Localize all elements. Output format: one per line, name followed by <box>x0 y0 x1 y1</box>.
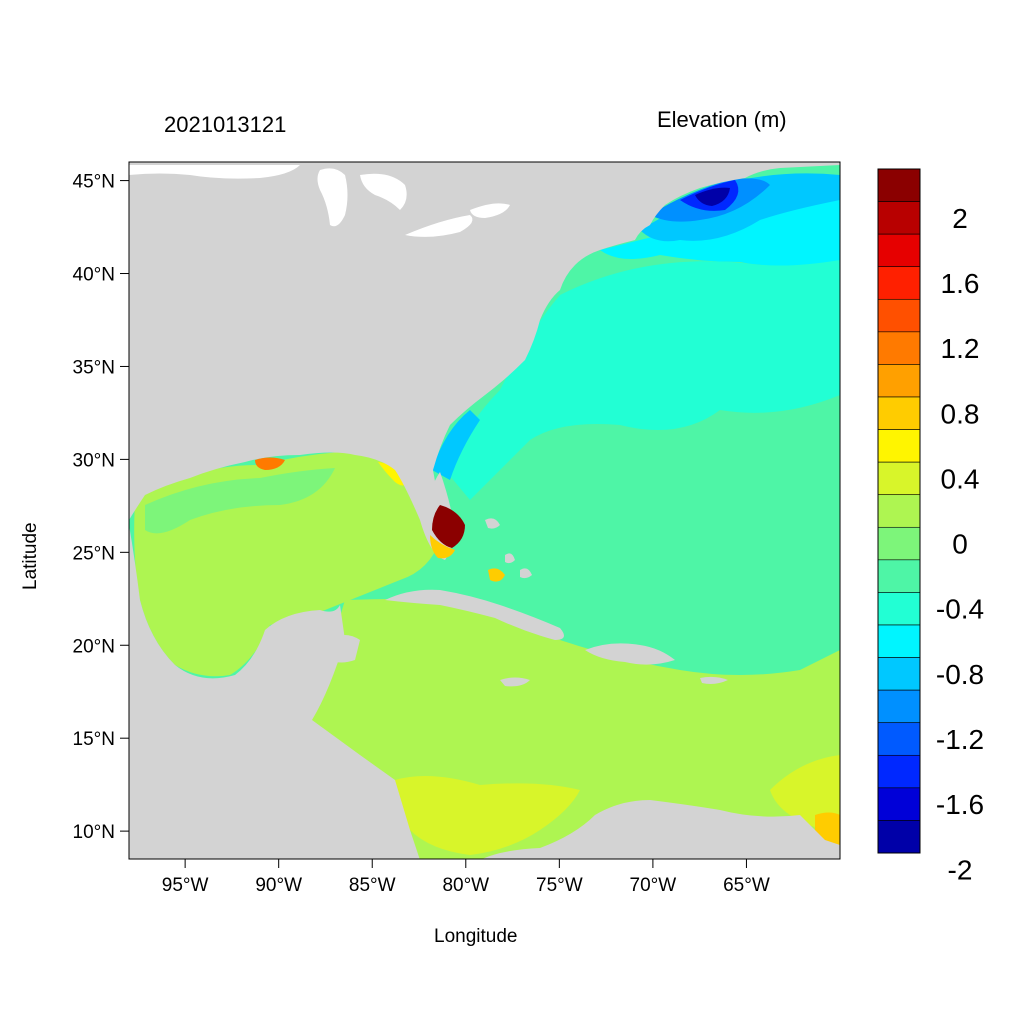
colorbar-swatch <box>877 592 921 626</box>
colorbar-swatch <box>877 298 921 333</box>
x-tick-label: 75°W <box>536 875 583 896</box>
jamaica-land <box>500 677 530 687</box>
colorbar-label: 0.8 <box>941 398 980 429</box>
colorbar-swatch <box>877 168 921 202</box>
colorbar-swatch <box>877 429 921 463</box>
colorbar-swatch <box>877 233 921 268</box>
y-tick-label: 15°N <box>73 729 115 750</box>
colorbar-label: 0.4 <box>941 463 980 494</box>
colorbar-frame <box>877 168 921 854</box>
south-america-land <box>482 800 840 859</box>
florida-keys-high <box>430 535 455 559</box>
colorbar-label: -0.4 <box>936 594 984 625</box>
y-tick-label: 25°N <box>73 543 115 564</box>
colorbar-swatch <box>877 657 921 691</box>
lake-superior <box>129 165 300 179</box>
puerto-rico-land <box>700 676 728 684</box>
mexico-central-america-land <box>129 525 420 859</box>
y-tick-label: 35°N <box>73 357 115 378</box>
y-tick-label: 30°N <box>73 450 115 471</box>
y-tick-label: 20°N <box>73 636 115 657</box>
colorbar-label: -0.8 <box>936 659 984 690</box>
cyan-water-region <box>445 215 840 500</box>
colorbar-label: -1.2 <box>936 724 984 755</box>
x-tick-label: 95°W <box>162 875 209 896</box>
colorbar-swatch <box>877 526 921 561</box>
colorbar-label: -1.6 <box>936 789 984 820</box>
y-tick-label: 45°N <box>73 172 115 193</box>
lake-ontario <box>470 203 510 218</box>
x-tick-label: 80°W <box>442 875 489 896</box>
colorbar-swatch <box>877 201 921 235</box>
colorbar-label: 0 <box>952 529 968 560</box>
x-axis-ticks: 95°W 90°W 85°W 80°W 75°W 70°W 65°W <box>162 859 770 896</box>
colorbar-swatch <box>877 754 921 789</box>
colorbar-label: -2 <box>948 854 973 885</box>
bahamas-island <box>520 568 532 579</box>
map-title: Elevation (m) <box>657 107 787 132</box>
colorbar-label: 1.2 <box>941 333 980 364</box>
x-axis-label: Longitude <box>434 926 518 947</box>
colorbar-swatch <box>877 396 921 430</box>
lake-huron <box>360 173 407 210</box>
colorbar-label: 1.6 <box>941 268 980 299</box>
timestamp-label: 2021013121 <box>164 112 287 137</box>
colorbar-swatch <box>877 494 921 528</box>
x-tick-label: 90°W <box>255 875 302 896</box>
colorbar-swatch <box>877 624 921 658</box>
eastern-caribbean-high <box>770 755 840 830</box>
y-axis-ticks: 45°N 40°N 35°N 30°N 25°N 20°N 15°N 10°N <box>73 172 129 843</box>
colorbar-swatch <box>877 787 921 821</box>
yucatan-land <box>330 635 360 663</box>
colorbar-label: 2 <box>952 203 968 234</box>
colorbar-swatch <box>877 689 921 724</box>
bahamas-island <box>505 553 515 564</box>
louisiana-coast-high <box>255 457 285 470</box>
colorbar-swatch <box>877 331 921 365</box>
southwest-florida-surge <box>432 505 465 548</box>
gulf-northern-shelf <box>145 468 335 534</box>
united-states-land <box>129 162 840 560</box>
colorbar-swatch <box>877 820 921 854</box>
colorbar-swatch <box>877 722 921 756</box>
elevation-colorbar: 2 1.6 1.2 0.8 0.4 0 -0.4 -0.8 -1.2 -1.6 -2 <box>877 168 984 885</box>
y-tick-label: 40°N <box>73 265 115 286</box>
bahamas-bank-high <box>488 568 505 582</box>
lake-michigan <box>317 168 348 227</box>
colorbar-swatch <box>877 364 921 398</box>
x-tick-label: 70°W <box>630 875 677 896</box>
southeast-coast-blue <box>432 410 480 480</box>
cuba-land <box>385 589 564 640</box>
southwest-caribbean-high <box>395 776 580 855</box>
gulf-of-maine-lowest <box>695 187 730 206</box>
lake-erie <box>405 215 473 237</box>
hispaniola-land <box>585 643 675 665</box>
colorbar-swatch <box>877 266 921 300</box>
map-frame <box>128 161 841 860</box>
map-plot-area <box>129 162 840 859</box>
x-tick-label: 65°W <box>723 875 770 896</box>
y-tick-label: 10°N <box>73 822 115 843</box>
bahamas-island <box>485 518 500 529</box>
x-tick-label: 85°W <box>349 875 396 896</box>
colorbar-swatch <box>877 461 921 496</box>
colorbar-swatch <box>877 559 921 593</box>
